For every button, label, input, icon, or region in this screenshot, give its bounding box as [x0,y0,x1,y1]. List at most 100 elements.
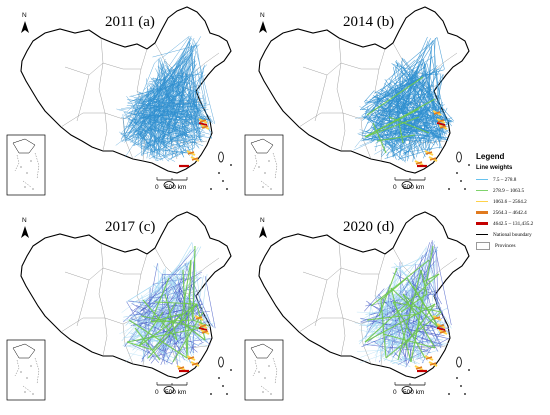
flow-line-strong [126,341,154,351]
flow-line [385,327,418,340]
flow-line-strong [370,259,430,307]
flow-line [366,318,448,327]
flow-line [426,63,436,99]
island [222,385,224,387]
flow-line [143,332,149,359]
legend-item-label: 4642.5 – 131,435.2 [493,220,534,227]
flow-line [413,334,444,346]
flow-network [354,240,452,373]
map-panel-2017: N 2017 (c) 0 500 km [5,208,245,408]
north-label: N [260,12,265,19]
scale-zero: 0 [393,184,397,191]
flow-line [384,293,390,349]
flow-line [393,66,406,129]
flow-line [120,117,192,134]
flow-line [171,74,201,159]
legend: Legend Line weights 7.5 – 278.8 278.9 – 1… [476,152,550,251]
flow-line [358,129,386,135]
flow-line [387,152,389,159]
flow-line [196,68,207,107]
flow-line [422,107,448,159]
legend-item-2: 278.9 – 1063.5 [476,185,550,196]
taiwan-island [456,356,462,368]
flow-line [141,283,163,342]
flow-line [177,119,204,142]
flow-line [121,73,190,142]
inset-map [244,339,284,401]
flow-line-strong [425,151,433,155]
flow-line [439,129,448,134]
flow-line [385,93,435,97]
flow-line-strong [126,327,202,343]
island [464,188,466,190]
flow-line-strong [425,356,433,360]
flow-line [159,64,196,145]
flow-line [375,267,398,362]
flow-line [155,78,187,113]
flow-line [386,97,420,154]
legend-item-1: 7.5 – 278.8 [476,174,550,185]
flow-line [174,124,210,135]
flow-line [362,94,382,119]
flow-line [181,61,185,131]
flow-line [134,110,172,126]
flow-line [175,59,191,81]
flow-line [403,146,442,153]
flow-line [374,135,416,148]
flow-line [372,258,430,320]
legend-item-boundary: National boundary [476,229,550,240]
flow-line [190,275,204,354]
flow-line [199,342,204,345]
north-arrow-icon: N [259,217,267,238]
flow-line [161,36,190,59]
flow-line [393,58,403,158]
scale-bar: 0 500 km [393,177,426,191]
scale-bar: 0 500 km [155,382,188,396]
flow-line-strong [385,311,442,359]
flow-line [142,328,178,341]
flow-line-strong [138,303,198,347]
flow-line [127,79,185,104]
island [456,377,458,379]
flow-line [130,98,176,130]
flow-line [377,93,396,101]
flow-line [121,272,184,342]
flow-line [123,94,144,138]
flow-line [140,82,154,108]
flow-line [357,122,400,134]
flow-line [152,44,199,58]
flow-line [356,311,420,315]
flow-line [377,246,428,321]
flow-line-strong [392,301,410,331]
flow-line [149,116,180,131]
flow-line [118,98,198,111]
flow-network [119,242,216,373]
flow-line [375,328,416,341]
flow-line [122,128,146,142]
hainan-island [401,181,413,189]
china-outline [20,6,232,174]
flow-line [196,45,207,104]
flow-line-strong [366,76,424,116]
flow-line-strong [412,285,440,329]
taiwan-island [456,151,462,163]
flow-line [122,319,152,323]
flow-line [123,259,192,335]
flow-line [379,247,432,296]
flow-line [116,108,206,136]
flow-line [402,129,450,155]
flow-line [142,124,172,154]
flow-line-strong [433,111,441,115]
flow-line-strong [436,122,446,126]
flow-line [412,93,428,149]
taiwan-island [218,356,224,368]
flow-line [159,137,195,161]
flow-line [127,345,174,363]
flow-line [176,121,179,135]
flow-line-strong [400,293,428,313]
flow-line [178,111,190,140]
flow-line [409,74,433,110]
flow-line-strong [192,245,196,321]
flow-line [119,303,176,335]
flow-line [380,90,439,133]
